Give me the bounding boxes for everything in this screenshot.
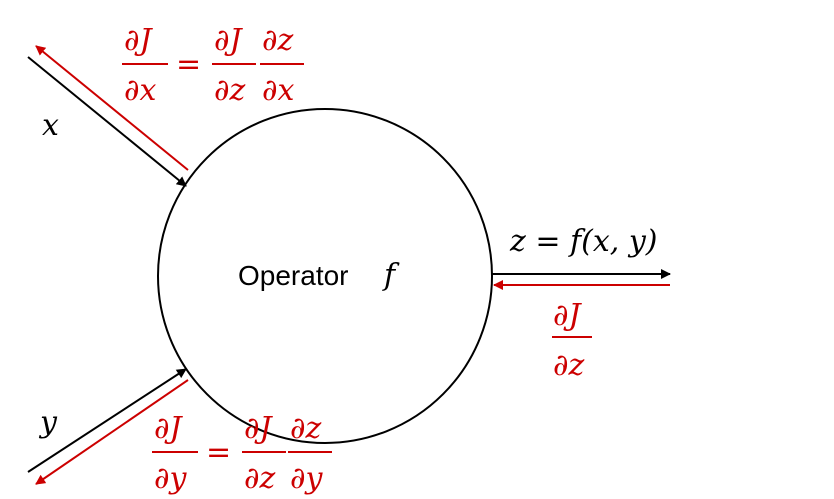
dz-gradient-label: ∂J ∂z — [552, 298, 592, 383]
output-formula: z = f(x, y) — [509, 224, 657, 259]
y-input-label: y — [38, 405, 58, 440]
dx-lhs-num: ∂J — [124, 23, 154, 58]
dy-equals: = — [206, 435, 231, 470]
y-forward-arrow — [27, 368, 187, 473]
y-gradient-arrow — [35, 379, 189, 485]
dy-r2-num: ∂z — [290, 411, 322, 446]
dx-r2-num: ∂z — [262, 23, 294, 58]
dx-gradient-label: ∂J ∂x = ∂J ∂z ∂z ∂x — [122, 23, 304, 108]
dx-r1-num: ∂J — [214, 23, 244, 58]
dx-lhs-den: ∂x — [124, 73, 157, 108]
dy-gradient-label: ∂J ∂y = ∂J ∂z ∂z ∂y — [152, 411, 332, 496]
x-gradient-arrow — [35, 45, 189, 171]
operator-label: Operator — [238, 260, 349, 291]
dy-lhs-den: ∂y — [154, 461, 188, 496]
operator-node — [157, 108, 493, 444]
x-input-label: x — [42, 108, 59, 143]
dz-den: ∂z — [553, 348, 585, 383]
operator-symbol: f — [382, 258, 400, 293]
dy-r1-num: ∂J — [244, 411, 274, 446]
dy-r2-den: ∂y — [290, 461, 324, 496]
dy-lhs-num: ∂J — [154, 411, 184, 446]
dx-equals: = — [176, 47, 201, 82]
dy-r1-den: ∂z — [244, 461, 276, 496]
x-forward-arrow — [27, 56, 187, 187]
dx-r2-den: ∂x — [262, 73, 295, 108]
dx-r1-den: ∂z — [214, 73, 246, 108]
dz-num: ∂J — [553, 298, 583, 333]
